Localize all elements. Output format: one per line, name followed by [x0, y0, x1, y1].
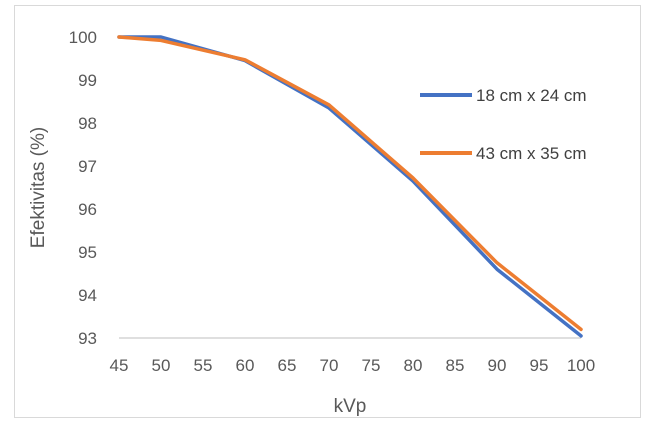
- x-tick-label: 70: [320, 356, 339, 375]
- y-tick-label: 94: [78, 286, 97, 305]
- x-tick-label: 90: [488, 356, 507, 375]
- series-line-2: [117, 35, 583, 332]
- x-tick-label: 80: [404, 356, 423, 375]
- x-tick-label: 45: [110, 356, 129, 375]
- y-tick-label: 98: [78, 114, 97, 133]
- x-axis-title: kVp: [334, 396, 367, 417]
- y-tick-label: 95: [78, 243, 97, 262]
- x-tick-label: 75: [362, 356, 381, 375]
- y-tick-labels: 93 94 95 96 97 98 99 100: [69, 28, 97, 348]
- x-tick-label: 55: [194, 356, 213, 375]
- y-tick-label: 93: [78, 329, 97, 348]
- y-tick-label: 96: [78, 200, 97, 219]
- series-line-1: [117, 35, 583, 338]
- y-tick-label: 100: [69, 28, 97, 47]
- x-tick-label: 65: [278, 356, 297, 375]
- chart-frame: [14, 5, 641, 418]
- legend: 18 cm x 24 cm 43 cm x 35 cm: [420, 86, 587, 163]
- y-axis-title: Efektivitas (%): [28, 127, 49, 248]
- legend-label: 43 cm x 35 cm: [476, 144, 587, 163]
- x-tick-labels: 45 50 55 60 65 70 75 80 85 90 95 100: [110, 356, 596, 375]
- x-tick-label: 60: [236, 356, 255, 375]
- x-tick-label: 100: [567, 356, 595, 375]
- x-tick-label: 95: [530, 356, 549, 375]
- x-tick-label: 50: [152, 356, 171, 375]
- y-tick-label: 97: [78, 157, 97, 176]
- legend-label: 18 cm x 24 cm: [476, 86, 587, 105]
- x-tick-label: 85: [446, 356, 465, 375]
- series-lines: [117, 35, 583, 338]
- y-tick-label: 99: [78, 71, 97, 90]
